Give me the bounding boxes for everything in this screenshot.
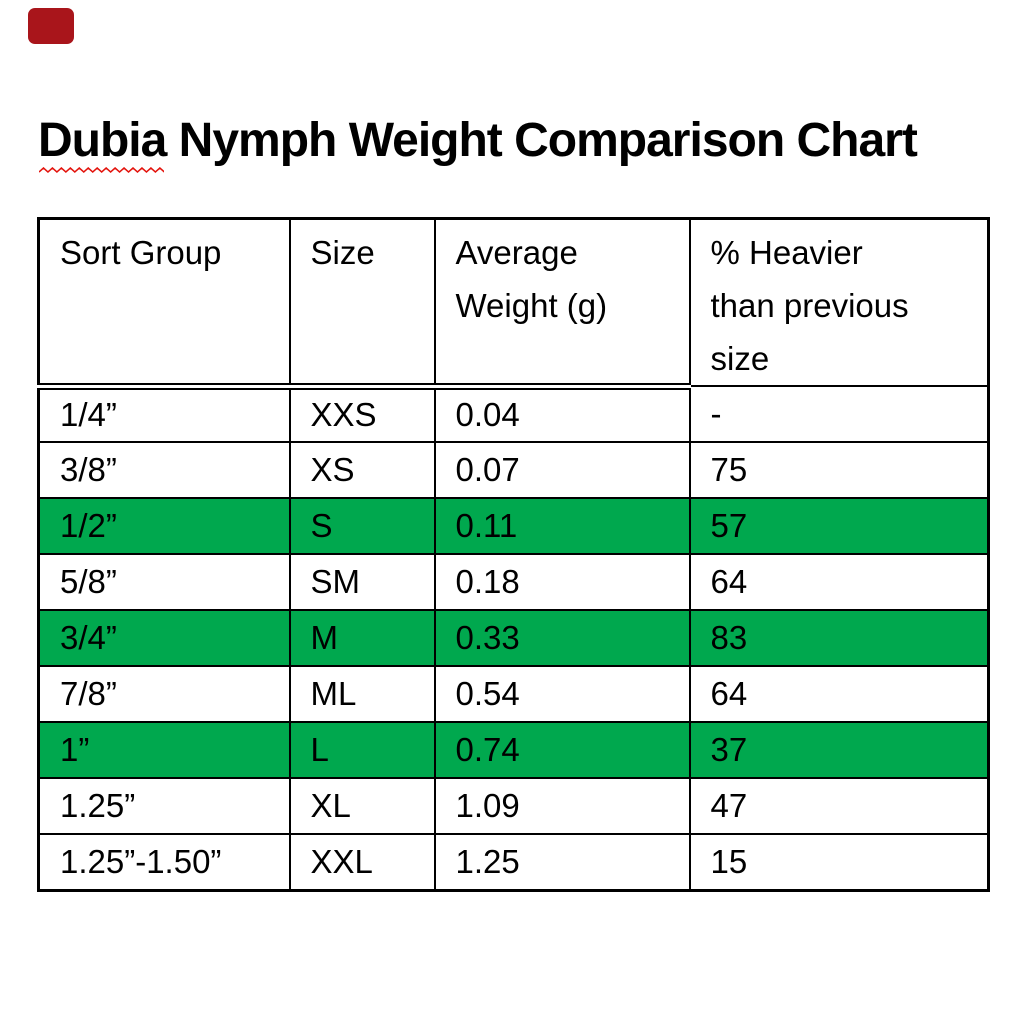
cell-pct-heavier: 47 <box>688 777 990 835</box>
table-row: 1.25” XL 1.09 47 <box>37 777 990 835</box>
cell-sort-group: 1/2” <box>37 497 291 555</box>
header-pct-heavier: % Heavier than previous size <box>688 217 990 387</box>
cell-sort-group: 5/8” <box>37 553 291 611</box>
cell-size: SM <box>288 553 436 611</box>
cell-pct-heavier: 37 <box>688 721 990 779</box>
cell-sort-group: 1” <box>37 721 291 779</box>
cell-size: M <box>288 609 436 667</box>
weight-comparison-table: Sort Group Size Average Weight (g) % Hea… <box>37 217 990 892</box>
table-row-highlighted: 3/4” M 0.33 83 <box>37 609 990 667</box>
cell-size: XS <box>288 441 436 499</box>
cell-size: XL <box>288 777 436 835</box>
cell-avg-weight: 1.25 <box>433 833 691 891</box>
cell-pct-heavier: 15 <box>688 833 990 891</box>
title-word-dubia: Dubia <box>38 114 167 167</box>
cell-avg-weight: 0.18 <box>433 553 691 611</box>
title-misspelled-word-wrap: Dubia <box>38 112 167 173</box>
header-average-weight: Average Weight (g) <box>433 217 691 390</box>
cell-size: XXL <box>288 833 436 891</box>
cell-size: S <box>288 497 436 555</box>
cell-pct-heavier: 83 <box>688 609 990 667</box>
table-row: 7/8” ML 0.54 64 <box>37 665 990 723</box>
cell-pct-heavier: 64 <box>688 665 990 723</box>
table-row: 1/4” XXS 0.04 - <box>37 385 990 443</box>
cell-sort-group: 3/8” <box>37 441 291 499</box>
cell-size: L <box>288 721 436 779</box>
red-corner-mark <box>28 8 74 44</box>
cell-sort-group: 7/8” <box>37 665 291 723</box>
title-rest: Nymph Weight Comparison Chart <box>166 114 918 167</box>
cell-avg-weight: 0.07 <box>433 441 691 499</box>
table-row: 1.25”-1.50” XXL 1.25 15 <box>37 833 990 891</box>
cell-sort-group: 1.25”-1.50” <box>37 833 291 891</box>
cell-pct-heavier: - <box>688 385 990 443</box>
cell-size: XXS <box>288 385 436 443</box>
cell-sort-group: 1.25” <box>37 777 291 835</box>
cell-pct-heavier: 75 <box>688 441 990 499</box>
header-sort-group: Sort Group <box>37 217 291 390</box>
cell-avg-weight: 1.09 <box>433 777 691 835</box>
table-row: 5/8” SM 0.18 64 <box>37 553 990 611</box>
cell-size: ML <box>288 665 436 723</box>
header-size: Size <box>288 217 436 390</box>
cell-avg-weight: 0.54 <box>433 665 691 723</box>
table-header: Sort Group Size Average Weight (g) % Hea… <box>37 217 990 390</box>
table-row-highlighted: 1/2” S 0.11 57 <box>37 497 990 555</box>
table-row: 3/8” XS 0.07 75 <box>37 441 990 499</box>
cell-avg-weight: 0.04 <box>433 385 691 443</box>
spellcheck-squiggle-icon <box>39 166 165 173</box>
cell-avg-weight: 0.11 <box>433 497 691 555</box>
header-row: Sort Group Size Average Weight (g) % Hea… <box>37 217 990 390</box>
cell-pct-heavier: 57 <box>688 497 990 555</box>
cell-avg-weight: 0.74 <box>433 721 691 779</box>
page-title: Dubia Nymph Weight Comparison Chart <box>38 112 918 173</box>
cell-avg-weight: 0.33 <box>433 609 691 667</box>
table-body: 1/4” XXS 0.04 - 3/8” XS 0.07 75 1/2” S 0… <box>37 385 990 891</box>
cell-pct-heavier: 64 <box>688 553 990 611</box>
cell-sort-group: 3/4” <box>37 609 291 667</box>
table-row-highlighted: 1” L 0.74 37 <box>37 721 990 779</box>
cell-sort-group: 1/4” <box>37 385 291 443</box>
